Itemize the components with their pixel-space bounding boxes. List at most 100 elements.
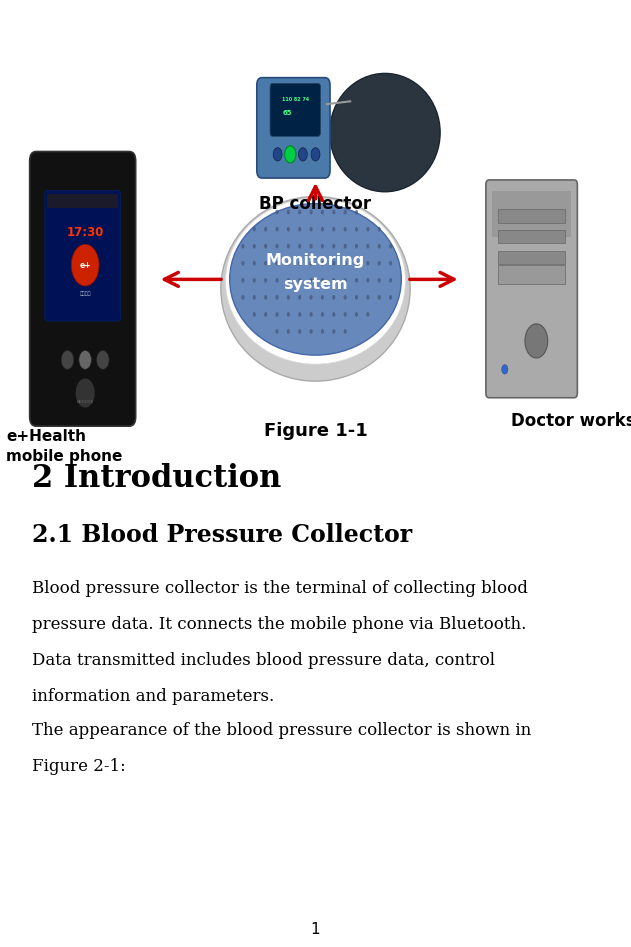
Circle shape [309, 295, 312, 299]
Circle shape [321, 227, 324, 231]
Circle shape [377, 295, 381, 299]
Circle shape [287, 295, 290, 299]
Circle shape [287, 330, 290, 334]
Circle shape [276, 278, 279, 282]
Circle shape [355, 278, 358, 282]
Circle shape [298, 148, 307, 161]
Circle shape [286, 148, 295, 161]
Circle shape [366, 261, 370, 265]
Circle shape [309, 227, 312, 231]
Circle shape [276, 261, 279, 265]
FancyBboxPatch shape [486, 180, 577, 398]
Text: 110 82 74: 110 82 74 [282, 97, 309, 102]
Text: pressure data. It connects the mobile phone via Bluetooth.: pressure data. It connects the mobile ph… [32, 616, 526, 633]
Circle shape [389, 278, 392, 282]
Circle shape [298, 244, 301, 249]
Circle shape [321, 261, 324, 265]
Circle shape [366, 278, 370, 282]
Circle shape [333, 278, 336, 282]
Circle shape [366, 295, 370, 299]
Circle shape [377, 261, 381, 265]
Circle shape [264, 244, 268, 249]
Circle shape [377, 244, 381, 249]
Ellipse shape [226, 199, 406, 365]
Circle shape [366, 244, 370, 249]
Circle shape [61, 350, 74, 369]
Circle shape [333, 227, 336, 231]
Circle shape [264, 313, 268, 316]
Circle shape [252, 244, 256, 249]
FancyBboxPatch shape [257, 78, 330, 178]
Text: e+Health
mobile phone: e+Health mobile phone [6, 429, 122, 464]
Circle shape [264, 227, 268, 231]
Circle shape [252, 261, 256, 265]
Circle shape [389, 244, 392, 249]
Text: 2.1 Blood Pressure Collector: 2.1 Blood Pressure Collector [32, 523, 411, 547]
Text: 65: 65 [283, 110, 293, 116]
Circle shape [377, 278, 381, 282]
Circle shape [75, 378, 95, 408]
Circle shape [321, 244, 324, 249]
Circle shape [264, 261, 268, 265]
Ellipse shape [221, 197, 410, 382]
Circle shape [298, 313, 301, 316]
Circle shape [276, 295, 279, 299]
Circle shape [355, 295, 358, 299]
Text: 健康顾问: 健康顾问 [80, 291, 91, 296]
Circle shape [285, 146, 296, 163]
Circle shape [252, 313, 256, 316]
Circle shape [333, 330, 336, 334]
Circle shape [309, 261, 312, 265]
Text: e+: e+ [80, 260, 91, 270]
Text: 17:30: 17:30 [66, 225, 104, 239]
Circle shape [355, 210, 358, 215]
Circle shape [79, 350, 91, 369]
Circle shape [276, 313, 279, 316]
Circle shape [276, 227, 279, 231]
Circle shape [309, 313, 312, 316]
Circle shape [321, 295, 324, 299]
Circle shape [309, 244, 312, 249]
Circle shape [264, 278, 268, 282]
Circle shape [344, 295, 347, 299]
Text: information and parameters.: information and parameters. [32, 688, 274, 705]
Circle shape [355, 313, 358, 316]
Text: Figure 2-1:: Figure 2-1: [32, 758, 126, 775]
Circle shape [321, 330, 324, 334]
Circle shape [298, 295, 301, 299]
Circle shape [344, 261, 347, 265]
Circle shape [377, 227, 381, 231]
Circle shape [71, 244, 99, 286]
Circle shape [298, 210, 301, 215]
Circle shape [298, 261, 301, 265]
Circle shape [287, 244, 290, 249]
Text: 1: 1 [310, 922, 321, 938]
Text: Blood pressure collector is the terminal of collecting blood: Blood pressure collector is the terminal… [32, 580, 528, 597]
FancyBboxPatch shape [270, 83, 321, 136]
Circle shape [321, 278, 324, 282]
Text: BEDOVE: BEDOVE [76, 401, 94, 404]
Circle shape [309, 330, 312, 334]
Circle shape [309, 278, 312, 282]
Circle shape [264, 295, 268, 299]
Circle shape [321, 210, 324, 215]
Circle shape [276, 330, 279, 334]
Circle shape [355, 227, 358, 231]
Circle shape [276, 210, 279, 215]
Circle shape [355, 261, 358, 265]
Circle shape [252, 295, 256, 299]
Circle shape [333, 210, 336, 215]
Circle shape [333, 261, 336, 265]
Circle shape [97, 350, 109, 369]
Circle shape [311, 148, 320, 161]
Circle shape [525, 324, 548, 358]
Circle shape [389, 295, 392, 299]
Circle shape [242, 261, 245, 265]
Text: system: system [283, 277, 348, 292]
Circle shape [287, 261, 290, 265]
Circle shape [344, 227, 347, 231]
Circle shape [333, 313, 336, 316]
Bar [492, 191, 571, 237]
Circle shape [242, 295, 245, 299]
Circle shape [333, 295, 336, 299]
